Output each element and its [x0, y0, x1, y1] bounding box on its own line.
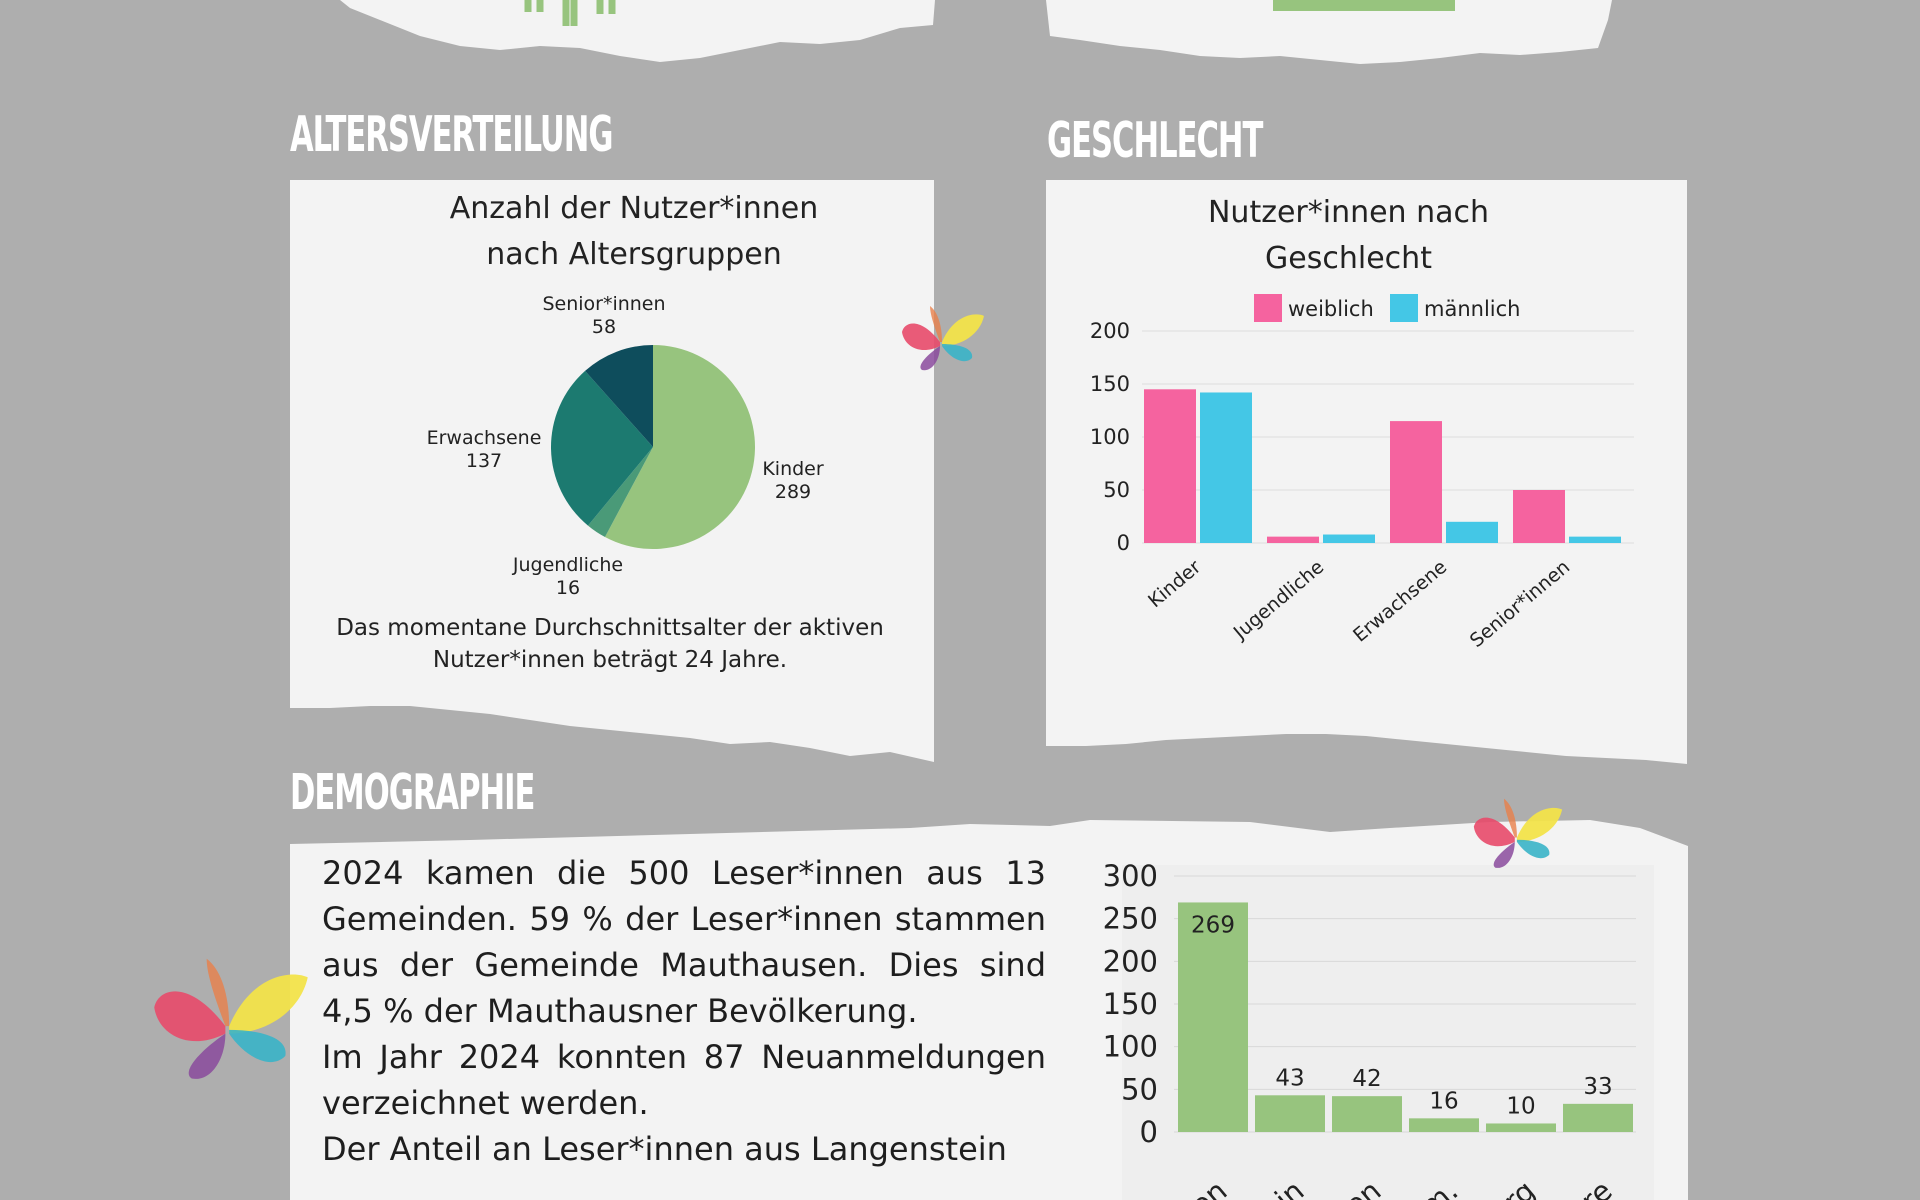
data-label: 33 — [1583, 1074, 1612, 1100]
bar-municipality — [1563, 1103, 1633, 1132]
pie-slice-seniorinnen — [585, 345, 653, 447]
bar-weiblich — [1390, 421, 1442, 543]
y-tick-label: 150 — [1103, 987, 1158, 1021]
bar-männlich — [1200, 392, 1252, 543]
data-label: 269 — [1191, 912, 1235, 938]
top-left-card-remnant — [340, 0, 1612, 64]
y-tick-label: 200 — [1090, 319, 1130, 343]
data-label: 16 — [1429, 1088, 1458, 1114]
municipality-bar-chart: 300250200150100500269sen43tein42gen16dm.… — [1103, 860, 1654, 1200]
age-caption-line1: Das momentane Durchschnittsalter der akt… — [336, 615, 884, 641]
butterfly-icon — [154, 958, 308, 1079]
age-card-torn-edge — [290, 684, 934, 762]
y-tick-label: 100 — [1090, 425, 1130, 449]
pie-label: Senior*innen — [542, 293, 665, 315]
x-tick-label: Kinder — [1144, 556, 1205, 612]
y-tick-label: 0 — [1140, 1115, 1158, 1149]
x-tick-label: Jugendliche — [1229, 556, 1328, 644]
bar-municipality — [1178, 902, 1248, 1132]
demo-paragraph-3: Der Anteil an Leser*innen aus Langenstei… — [322, 1130, 1007, 1168]
butterfly-icon — [902, 306, 984, 371]
bar-municipality — [1486, 1123, 1556, 1132]
y-tick-label: 50 — [1121, 1072, 1158, 1106]
pie-slice-jugendliche — [587, 447, 653, 537]
y-tick-label: 300 — [1103, 860, 1158, 893]
legend-swatch — [1254, 294, 1282, 322]
age-chart-title-line2: nach Altersgruppen — [486, 237, 782, 272]
pie-value: 16 — [556, 577, 580, 599]
y-tick-label: 250 — [1103, 902, 1158, 936]
pie-value: 289 — [775, 481, 811, 503]
x-tick-label: Senior*innen — [1466, 556, 1574, 652]
legend-label: weiblich — [1288, 297, 1374, 321]
y-tick-label: 200 — [1103, 944, 1158, 978]
legend-label: männlich — [1424, 297, 1520, 321]
bar-weiblich — [1513, 490, 1565, 543]
demo-paragraph-1: 2024 kamen die 500 Leser*innen aus 13 Ge… — [322, 854, 1046, 1030]
gender-chart-title-line1: Nutzer*innen nach — [1207, 195, 1490, 230]
heading-demographie: DEMOGRAPHIE — [290, 764, 535, 822]
demo-text: 2024 kamen die 500 Leser*innen aus 13 Ge… — [322, 850, 1046, 1172]
y-tick-label: 50 — [1103, 478, 1130, 502]
pie-slice-erwachsene — [551, 370, 653, 526]
data-label: 42 — [1352, 1066, 1381, 1092]
bar-municipality — [1255, 1095, 1325, 1132]
bar-municipality — [1332, 1096, 1402, 1132]
gender-bar-chart: weiblich männlich 200 150 100 50 0 Kinder Jugend… — [1090, 294, 1634, 652]
data-label: 43 — [1275, 1065, 1304, 1091]
bar-männlich — [1323, 534, 1375, 543]
heading-geschlecht: GESCHLECHT — [1047, 112, 1263, 170]
age-caption-line2: Nutzer*innen beträgt 24 Jahre. — [432, 647, 788, 673]
pie-label: Erwachsene — [427, 427, 542, 449]
bar-männlich — [1446, 521, 1498, 543]
bar-weiblich — [1144, 389, 1196, 543]
pie-label: Kinder — [762, 458, 824, 480]
heading-altersverteilung: ALTERSVERTEILUNG — [290, 106, 613, 164]
data-label: 10 — [1506, 1093, 1535, 1119]
y-tick-label: 150 — [1090, 372, 1130, 396]
bar-municipality — [1409, 1118, 1479, 1132]
y-tick-label: 100 — [1103, 1030, 1158, 1064]
age-chart-title-line1: Anzahl der Nutzer*innen — [449, 191, 819, 226]
gender-chart-title-line2: Geschlecht — [1265, 241, 1432, 276]
demo-paragraph-2: Im Jahr 2024 konnten 87 Neuanmeldungen v… — [322, 1038, 1046, 1122]
y-tick-label: 0 — [1117, 531, 1130, 555]
x-tick-label: Erwachsene — [1349, 556, 1451, 647]
butterfly-icon — [1473, 798, 1563, 868]
pie-label: Jugendliche — [512, 554, 623, 576]
gender-card-torn-edge — [1046, 700, 1687, 764]
pie-value: 137 — [466, 450, 502, 472]
pie-value: 58 — [592, 316, 616, 338]
pie-slice-kinder — [604, 345, 755, 549]
legend-swatch — [1390, 294, 1418, 322]
bar-männlich — [1569, 536, 1621, 543]
bar-weiblich — [1267, 536, 1319, 543]
